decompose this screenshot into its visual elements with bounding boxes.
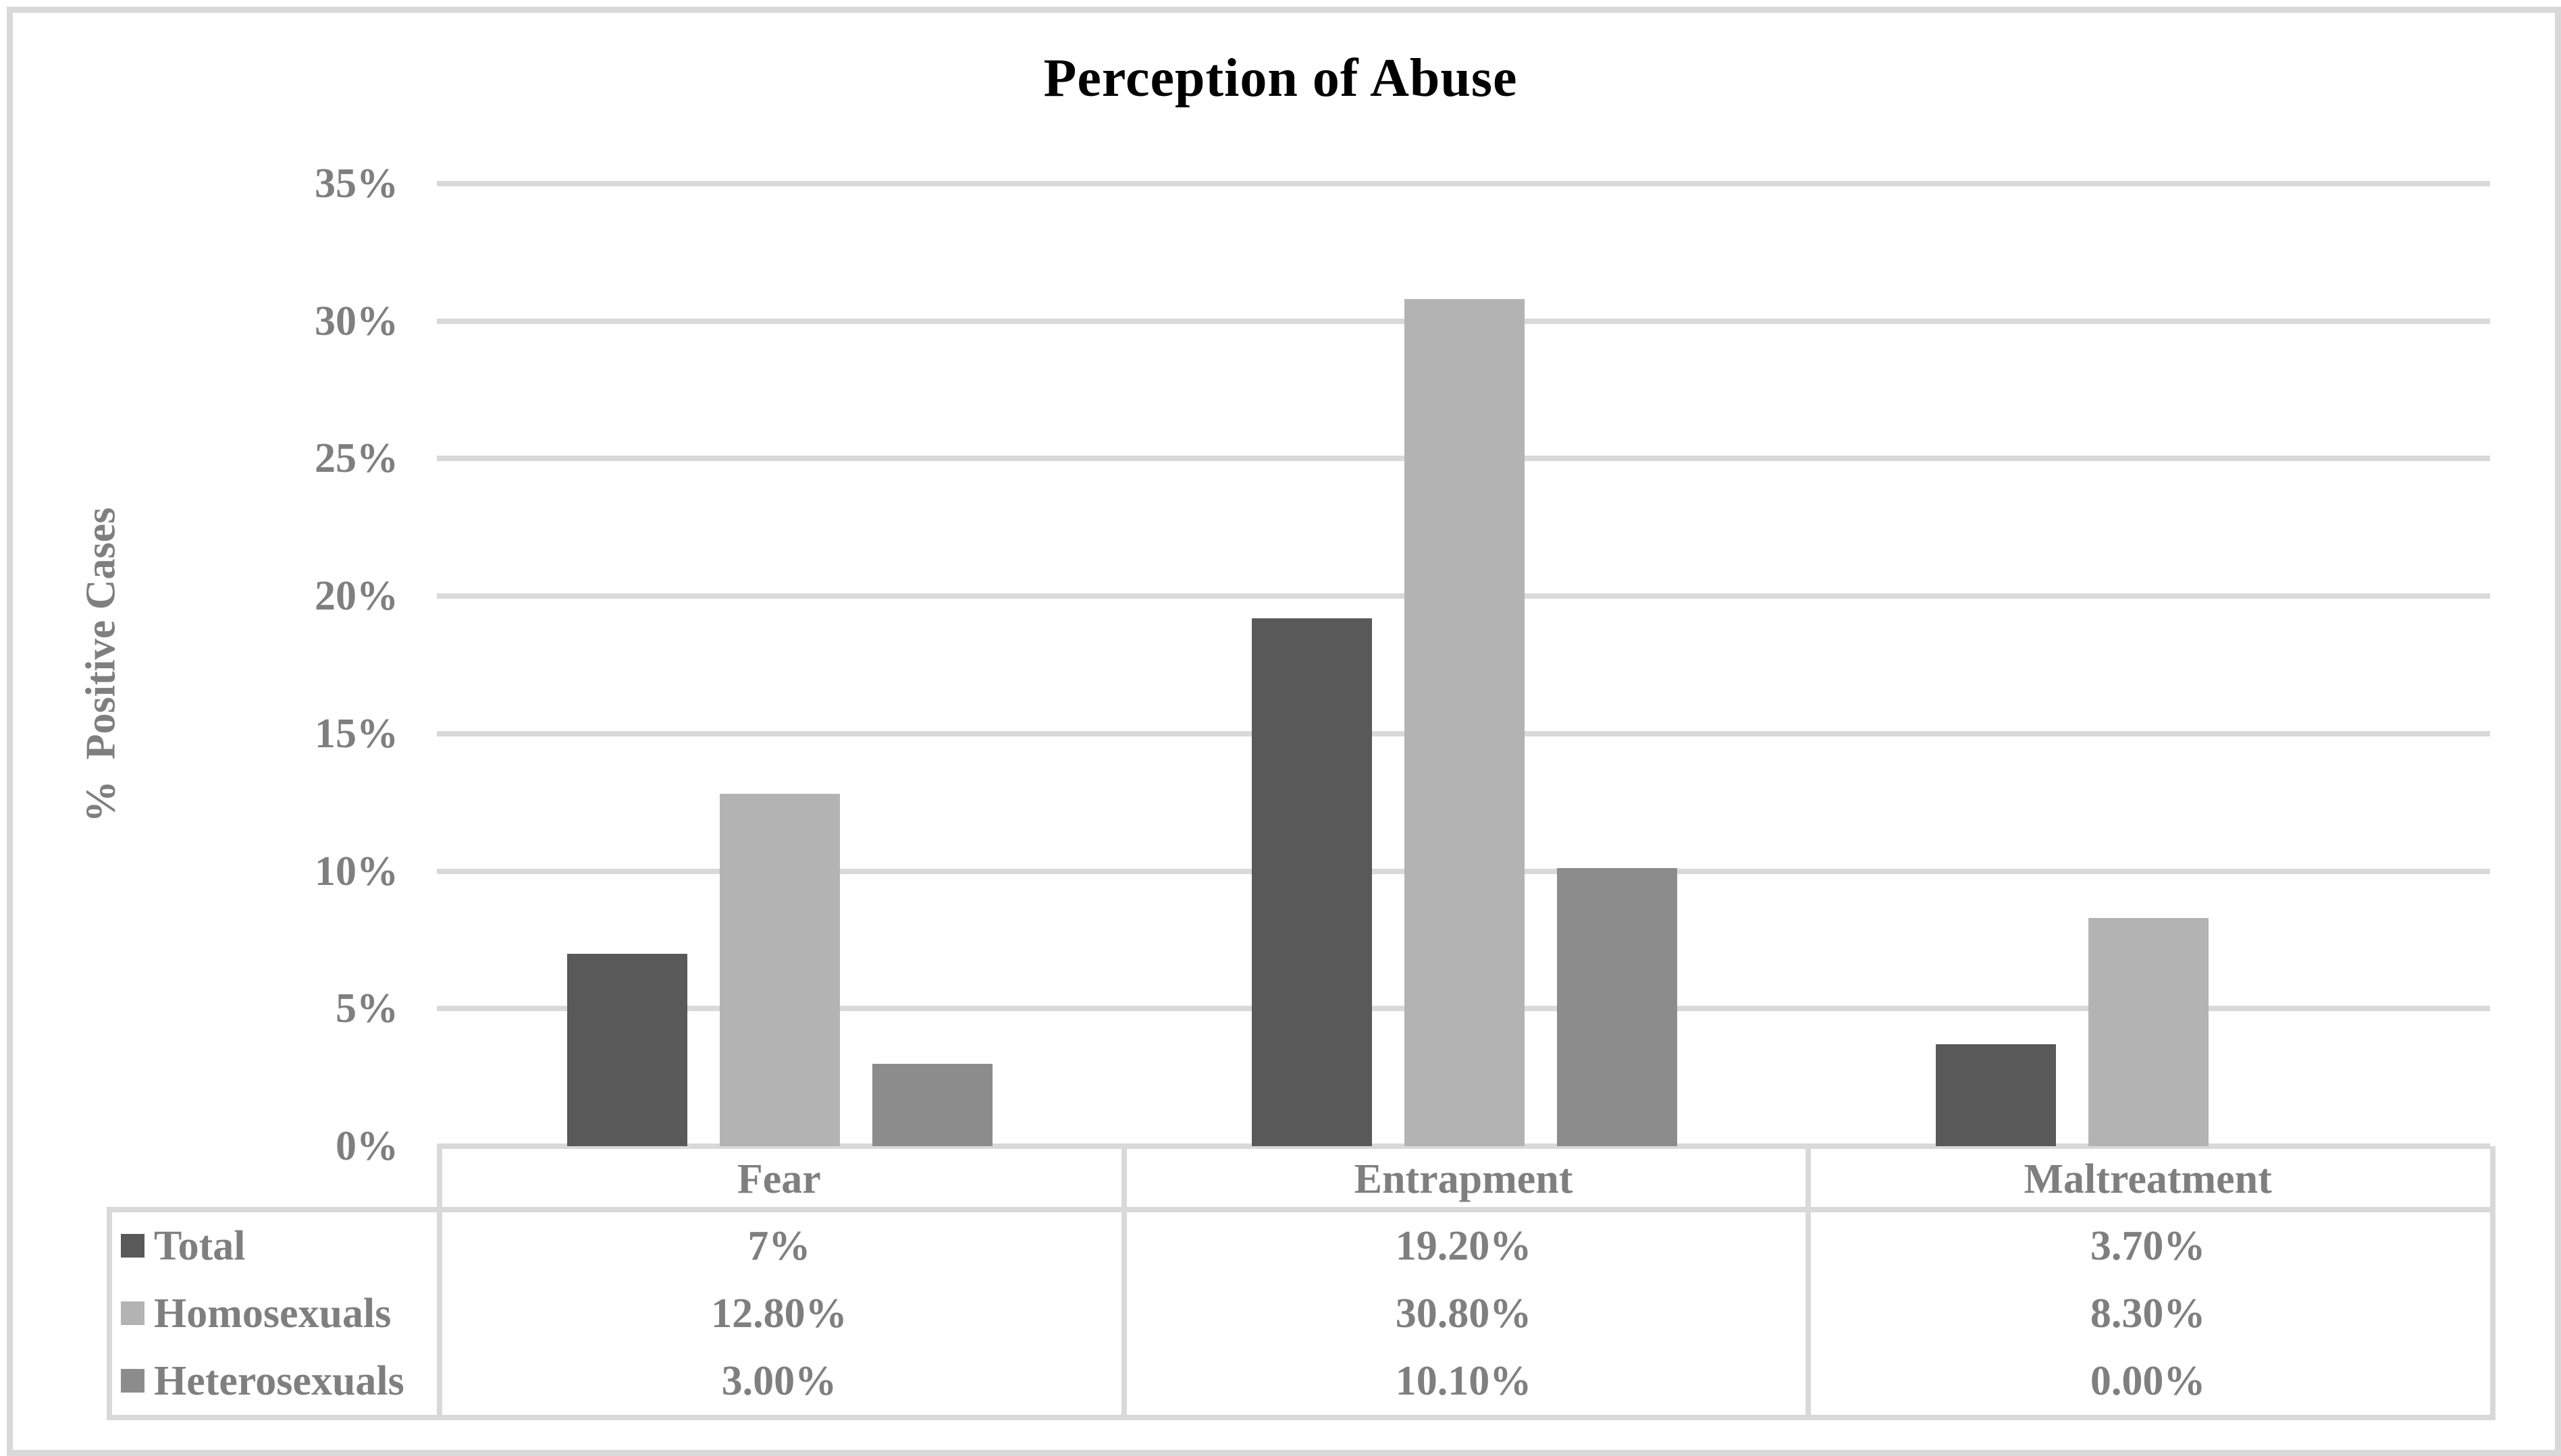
y-tick-label: 15% xyxy=(315,710,398,757)
value-cell-total-entrapment: 19.20% xyxy=(1395,1223,1532,1269)
bar-homosexuals-maltreatment xyxy=(2088,917,2209,1146)
value-cell-homosexuals-fear: 12.80% xyxy=(711,1291,847,1337)
gridline xyxy=(437,181,2490,186)
bar-homosexuals-entrapment xyxy=(1404,299,1525,1146)
table-header-entrapment: Entrapment xyxy=(1354,1156,1573,1202)
table-border-v xyxy=(2490,1146,2496,1420)
y-axis-title-text: % Positive Cases xyxy=(78,507,124,823)
legend-label-homosexuals: Homosexuals xyxy=(154,1291,392,1337)
legend-swatch-heterosexuals xyxy=(121,1369,144,1393)
bar-total-entrapment xyxy=(1251,618,1372,1146)
bar-total-maltreatment xyxy=(1936,1044,2057,1146)
chart-outer-border xyxy=(7,7,2561,1456)
value-cell-heterosexuals-entrapment: 10.10% xyxy=(1395,1358,1532,1404)
x-axis-line xyxy=(437,1143,2490,1149)
value-cell-homosexuals-maltreatment: 8.30% xyxy=(2090,1291,2206,1337)
value-cell-homosexuals-entrapment: 30.80% xyxy=(1395,1291,1532,1337)
y-tick-label: 10% xyxy=(315,848,398,894)
value-cell-total-maltreatment: 3.70% xyxy=(2090,1223,2206,1269)
bar-heterosexuals-fear xyxy=(872,1063,993,1146)
table-header-fear: Fear xyxy=(737,1156,821,1202)
value-cell-heterosexuals-fear: 3.00% xyxy=(721,1358,837,1404)
y-tick-label: 0% xyxy=(336,1123,398,1169)
table-border-v xyxy=(107,1207,112,1420)
table-border-v xyxy=(437,1146,442,1420)
table-border-v xyxy=(1805,1146,1812,1420)
legend-swatch-homosexuals xyxy=(121,1301,144,1325)
chart-title: Perception of Abuse xyxy=(1043,49,1518,108)
bar-total-fear xyxy=(567,953,687,1146)
y-tick-label: 5% xyxy=(336,986,398,1032)
value-cell-heterosexuals-maltreatment: 0.00% xyxy=(2090,1358,2206,1404)
legend-label-total: Total xyxy=(154,1223,246,1269)
legend-label-heterosexuals: Heterosexuals xyxy=(154,1358,404,1404)
y-tick-label: 20% xyxy=(315,573,398,620)
legend-swatch-total xyxy=(121,1234,144,1258)
bar-heterosexuals-entrapment xyxy=(1556,868,1677,1146)
bar-homosexuals-fear xyxy=(719,794,840,1146)
table-border-h xyxy=(107,1207,2496,1212)
y-tick-label: 30% xyxy=(315,298,398,344)
table-border-h xyxy=(107,1415,2496,1420)
table-border-v xyxy=(1121,1146,1127,1420)
value-cell-total-fear: 7% xyxy=(747,1223,811,1269)
table-header-maltreatment: Maltreatment xyxy=(2024,1156,2272,1202)
y-tick-label: 35% xyxy=(315,161,398,207)
y-tick-label: 25% xyxy=(315,435,398,482)
